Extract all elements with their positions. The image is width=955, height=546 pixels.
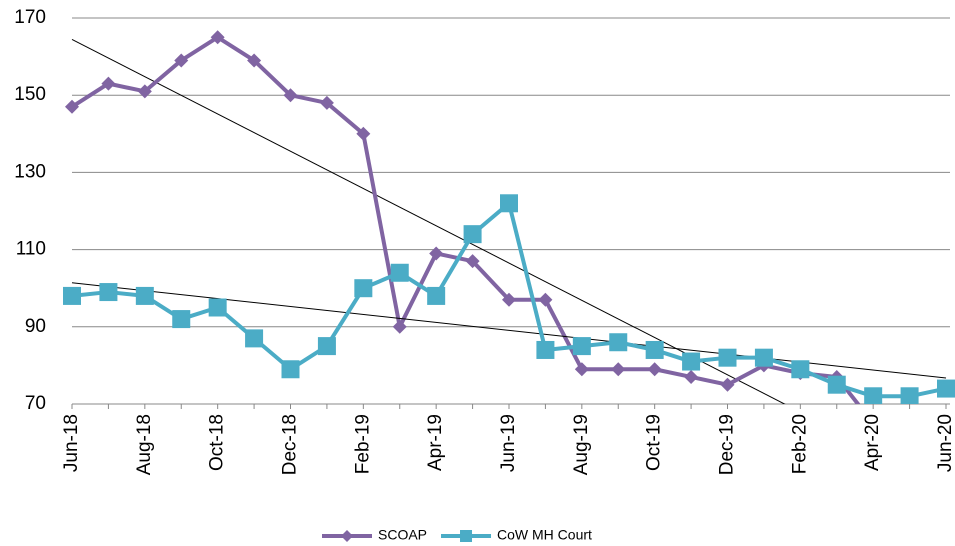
marker [536,340,555,359]
y-tick-label: 130 [14,161,46,182]
y-tick-label: 90 [25,316,46,337]
x-tick-label: Oct-18 [207,414,228,471]
x-tick-label: Jun-18 [61,414,82,472]
marker [390,263,409,282]
marker [720,377,735,392]
legend-label: CoW MH Court [497,527,592,543]
marker [609,333,628,352]
marker [684,369,699,384]
marker [172,310,191,329]
y-tick-label: 110 [16,239,46,260]
x-tick-label: Dec-18 [280,414,301,475]
marker [937,379,955,398]
marker [465,254,480,269]
marker [101,76,116,91]
marker [247,53,262,68]
marker [647,362,662,377]
marker [174,53,189,68]
marker [135,286,154,305]
marker [864,387,883,404]
marker [754,348,773,367]
marker [645,340,664,359]
x-tick-label: Apr-20 [862,414,883,471]
marker [791,360,810,379]
marker [281,360,300,379]
x-tick-label: Feb-20 [789,414,810,474]
marker [319,95,334,110]
marker [500,194,518,213]
marker [137,84,152,99]
x-tick-label: Oct-19 [644,414,665,471]
marker [283,88,298,103]
y-tick-label: 170 [14,7,46,28]
x-tick-label: Jun-19 [498,414,519,472]
marker [392,319,407,334]
marker [245,329,264,348]
marker [356,126,371,141]
marker [682,352,701,371]
legend-marker [460,530,473,542]
legend: SCOAP CoW MH Court [322,527,592,543]
trendline [71,38,786,404]
marker [538,292,553,307]
legend-label: SCOAP [378,527,427,543]
x-tick-label: Aug-18 [134,414,155,475]
marker [208,298,227,317]
marker [354,279,373,298]
marker [718,348,737,367]
marker [63,286,81,305]
marker [611,362,626,377]
marker [900,387,919,404]
x-tick-label: Aug-19 [571,414,592,475]
marker [317,337,336,356]
x-tick-label: Jun-20 [935,414,955,472]
x-tick-label: Dec-19 [717,414,738,475]
x-tick-label: Feb-19 [352,414,373,474]
marker [574,362,589,377]
marker [463,225,482,244]
x-tick-label: Apr-19 [425,414,446,471]
marker [572,337,591,356]
marker [502,292,516,307]
marker [210,30,225,45]
plot-area [63,30,955,404]
marker [427,286,446,305]
y-tick-label: 70 [25,393,46,414]
marker [65,99,79,114]
marker [827,375,846,394]
legend-marker [341,530,353,542]
y-tick-label: 150 [14,84,46,105]
marker [99,283,118,302]
marker [429,246,444,261]
